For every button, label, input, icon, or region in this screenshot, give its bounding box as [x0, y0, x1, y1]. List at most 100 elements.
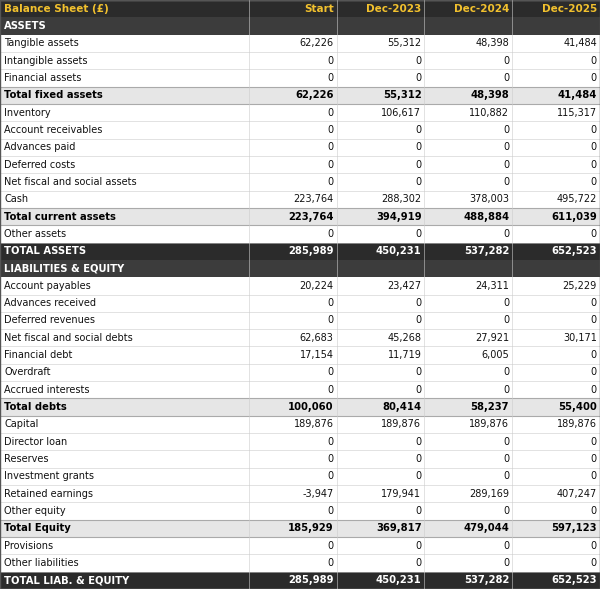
Text: Other assets: Other assets	[4, 229, 67, 239]
Text: 110,882: 110,882	[469, 108, 509, 118]
Text: Financial assets: Financial assets	[4, 73, 82, 83]
Text: 0: 0	[503, 125, 509, 135]
Text: 0: 0	[415, 558, 421, 568]
Bar	[0, 364, 600, 381]
Text: 0: 0	[503, 160, 509, 170]
Text: 0: 0	[415, 298, 421, 308]
Text: 55,400: 55,400	[558, 402, 597, 412]
Text: 0: 0	[328, 437, 334, 446]
Text: Total current assets: Total current assets	[4, 211, 116, 221]
Bar	[0, 52, 600, 70]
Text: 0: 0	[503, 229, 509, 239]
Text: 495,722: 495,722	[557, 194, 597, 204]
Text: 0: 0	[591, 368, 597, 378]
Text: 652,523: 652,523	[551, 246, 597, 256]
Text: 11,719: 11,719	[388, 350, 421, 360]
Text: 58,237: 58,237	[470, 402, 509, 412]
Text: 0: 0	[415, 437, 421, 446]
Text: 0: 0	[591, 73, 597, 83]
Text: 0: 0	[328, 558, 334, 568]
Text: 0: 0	[415, 229, 421, 239]
Bar	[0, 381, 600, 398]
Text: 30,171: 30,171	[563, 333, 597, 343]
Text: 189,876: 189,876	[469, 419, 509, 429]
Text: 0: 0	[591, 558, 597, 568]
Text: Net fiscal and social assets: Net fiscal and social assets	[4, 177, 137, 187]
Text: 189,876: 189,876	[382, 419, 421, 429]
Bar	[0, 173, 600, 191]
Text: 0: 0	[415, 541, 421, 551]
Bar	[0, 572, 600, 589]
Text: Accrued interests: Accrued interests	[4, 385, 90, 395]
Text: 0: 0	[503, 298, 509, 308]
Bar	[0, 87, 600, 104]
Bar	[0, 225, 600, 243]
Text: 369,817: 369,817	[376, 524, 421, 534]
Bar	[0, 485, 600, 502]
Text: 0: 0	[503, 73, 509, 83]
Text: 62,226: 62,226	[299, 38, 334, 48]
Text: 0: 0	[328, 160, 334, 170]
Text: Total Equity: Total Equity	[4, 524, 71, 534]
Text: 80,414: 80,414	[382, 402, 421, 412]
Text: 23,427: 23,427	[388, 281, 421, 291]
Text: 0: 0	[328, 125, 334, 135]
Text: 55,312: 55,312	[388, 38, 421, 48]
Text: 20,224: 20,224	[299, 281, 334, 291]
Bar	[0, 312, 600, 329]
Text: 0: 0	[328, 55, 334, 65]
Text: 0: 0	[328, 541, 334, 551]
Text: 48,398: 48,398	[470, 90, 509, 100]
Text: 0: 0	[328, 385, 334, 395]
Text: 597,123: 597,123	[551, 524, 597, 534]
Text: 62,226: 62,226	[295, 90, 334, 100]
Text: 0: 0	[591, 471, 597, 481]
Text: Retained earnings: Retained earnings	[4, 489, 93, 499]
Text: Investment grants: Investment grants	[4, 471, 94, 481]
Text: 48,398: 48,398	[475, 38, 509, 48]
Text: Reserves: Reserves	[4, 454, 49, 464]
Text: 479,044: 479,044	[463, 524, 509, 534]
Bar	[0, 35, 600, 52]
Bar	[0, 0, 600, 17]
Text: 0: 0	[503, 316, 509, 326]
Text: 0: 0	[328, 316, 334, 326]
Text: 115,317: 115,317	[557, 108, 597, 118]
Bar	[0, 156, 600, 173]
Bar	[0, 208, 600, 225]
Text: ASSETS: ASSETS	[4, 21, 47, 31]
Text: Advances received: Advances received	[4, 298, 96, 308]
Text: 0: 0	[591, 229, 597, 239]
Text: 223,764: 223,764	[293, 194, 334, 204]
Text: 0: 0	[503, 471, 509, 481]
Text: 106,617: 106,617	[382, 108, 421, 118]
Text: Financial debt: Financial debt	[4, 350, 73, 360]
Text: 0: 0	[591, 177, 597, 187]
Bar	[0, 502, 600, 519]
Text: TOTAL LIAB. & EQUITY: TOTAL LIAB. & EQUITY	[4, 575, 130, 585]
Text: 0: 0	[415, 160, 421, 170]
Bar	[0, 451, 600, 468]
Text: 285,989: 285,989	[288, 246, 334, 256]
Bar	[0, 416, 600, 433]
Bar	[0, 277, 600, 294]
Text: Account receivables: Account receivables	[4, 125, 103, 135]
Text: 0: 0	[503, 541, 509, 551]
Text: 41,484: 41,484	[563, 38, 597, 48]
Text: TOTAL ASSETS: TOTAL ASSETS	[4, 246, 86, 256]
Text: 0: 0	[328, 229, 334, 239]
Text: 0: 0	[328, 177, 334, 187]
Text: 0: 0	[328, 454, 334, 464]
Text: 0: 0	[591, 541, 597, 551]
Text: 0: 0	[503, 506, 509, 516]
Text: Deferred costs: Deferred costs	[4, 160, 76, 170]
Text: 0: 0	[328, 143, 334, 152]
Text: LIABILITIES & EQUITY: LIABILITIES & EQUITY	[4, 263, 124, 273]
Text: Account payables: Account payables	[4, 281, 91, 291]
Text: 45,268: 45,268	[388, 333, 421, 343]
Text: Provisions: Provisions	[4, 541, 53, 551]
Text: 0: 0	[591, 298, 597, 308]
Text: 0: 0	[503, 437, 509, 446]
Text: 407,247: 407,247	[557, 489, 597, 499]
Text: 0: 0	[591, 454, 597, 464]
